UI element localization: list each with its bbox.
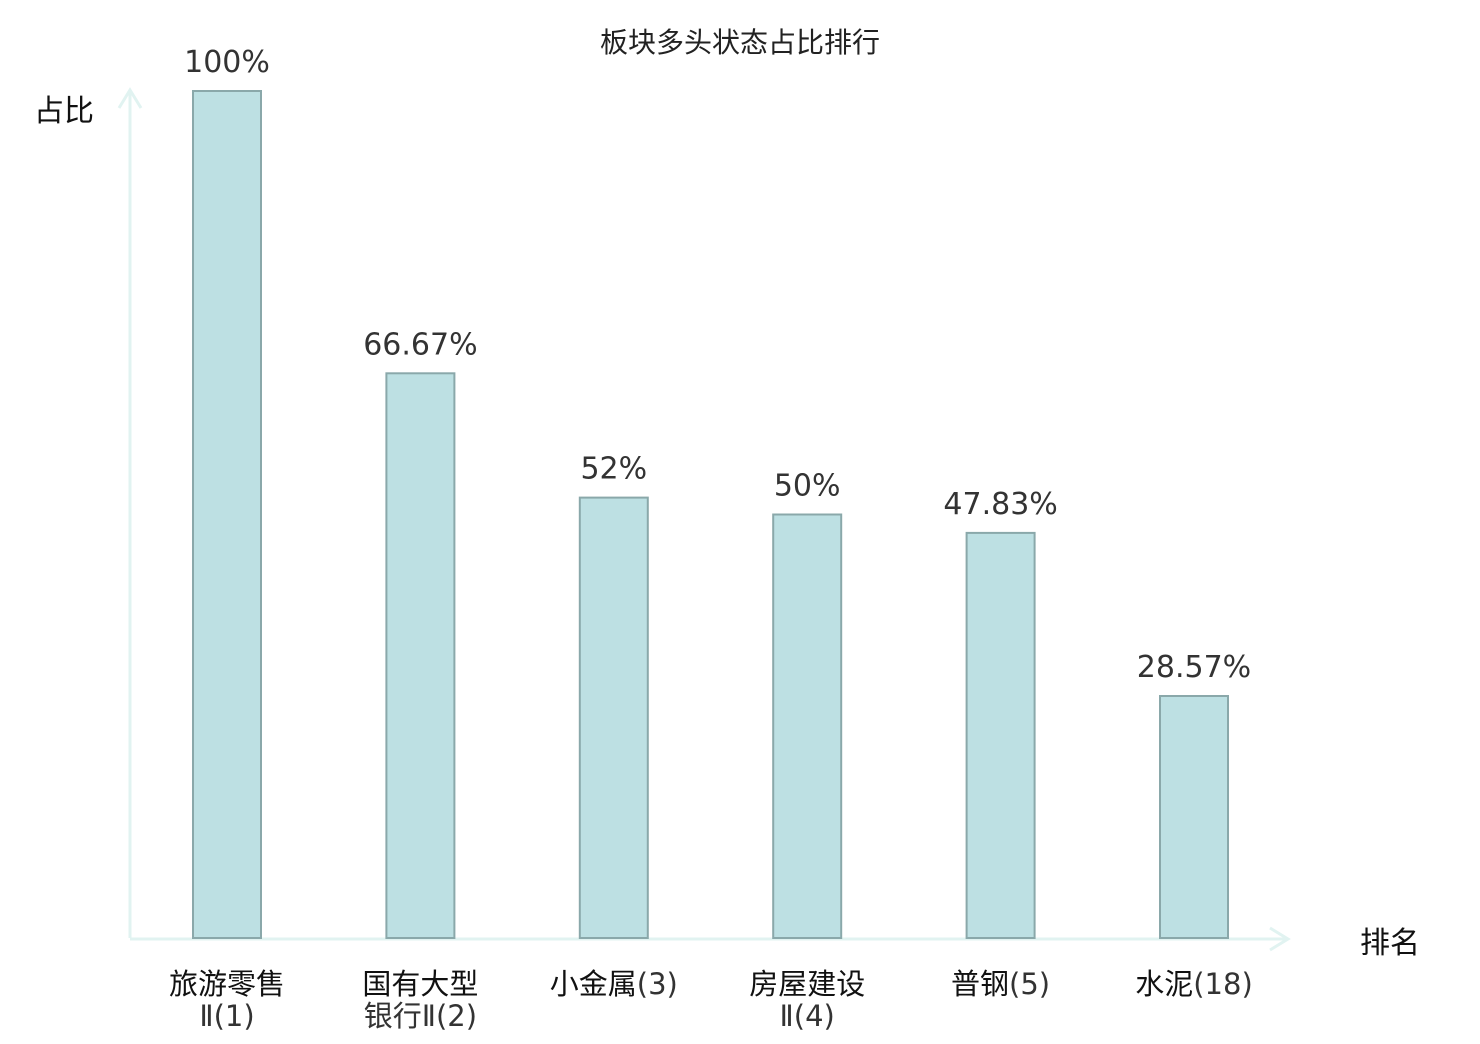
data-label: 47.83% [943,487,1057,522]
x-tick-label-suffix: (3) [637,967,678,1001]
data-label: 100% [184,45,270,80]
x-tick-label-name: 水泥 [1135,967,1193,1001]
x-tick-label-name: 旅游零售 [169,967,285,1001]
value-labels-layer: 100% 66.67% 52% 50% 47.83% 28.57% [184,45,1251,685]
x-tick-label: 普钢(5) [951,967,1050,1001]
bar [1159,695,1229,939]
data-label: 66.67% [363,327,477,362]
bars-layer [192,90,1229,940]
x-tick-label: 水泥(18) [1135,967,1253,1001]
x-axis: 排名 [130,926,1420,961]
y-axis-arrowhead [117,87,143,109]
x-tick-label-suffix: (18) [1193,967,1253,1001]
bar [192,90,262,939]
bar [578,496,649,939]
bar [965,531,1036,940]
x-axis-arrowhead [1269,926,1291,952]
x-tick-label-name: 普钢 [951,967,1009,1001]
x-tick-label-name: 房屋建设 [749,967,865,1001]
x-tick-label-suffix: (5) [1009,967,1050,1001]
x-tick-label-suffix: Ⅱ(1) [199,999,254,1033]
y-axis: 占比 [34,87,143,938]
data-label: 50% [774,469,841,504]
x-tick-label-name: 国有大型 [362,967,478,1001]
chart-title: 板块多头状态占比排行 [600,26,880,59]
x-tick-label-suffix: Ⅱ(4) [780,999,835,1033]
bar [772,513,843,939]
y-axis-label: 占比 [34,94,94,129]
bar [385,372,456,939]
x-axis-label: 排名 [1360,926,1420,961]
x-tick-label: 小金属(3) [550,967,678,1001]
data-label: 28.57% [1137,650,1251,685]
data-label: 52% [580,452,647,487]
x-tick-label-suffix: 银行Ⅱ(2) [364,999,477,1033]
x-tick-label-name: 小金属 [550,967,637,1001]
